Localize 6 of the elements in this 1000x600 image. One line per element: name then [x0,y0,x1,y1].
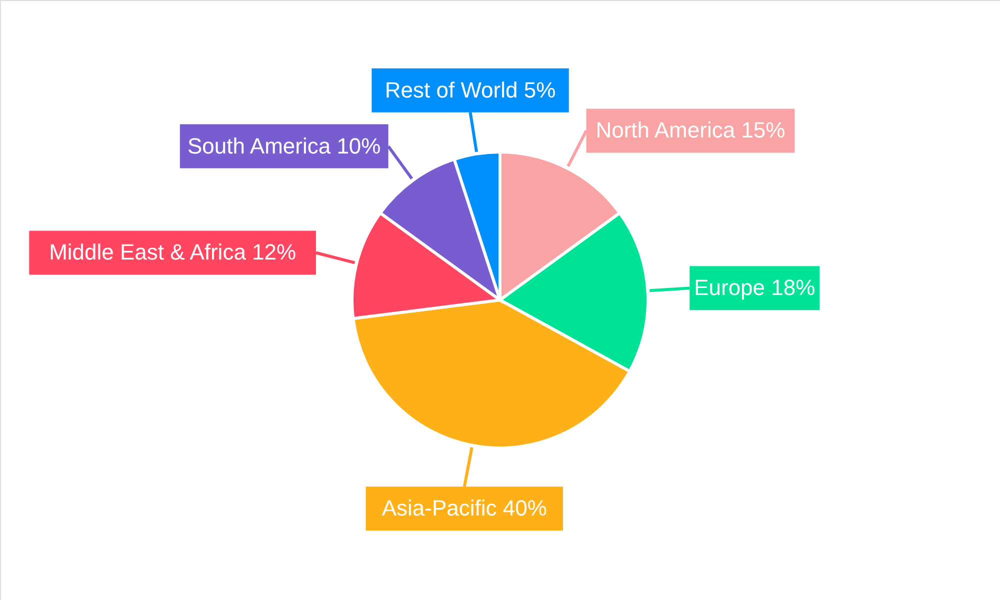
slice-label: South America 10% [188,133,381,158]
slice-label: North America 15% [596,118,786,143]
slice-label: Rest of World 5% [384,77,556,102]
slice-label: Europe 18% [694,275,816,300]
slice-label: Asia-Pacific 40% [382,496,547,521]
slice-label: Middle East & Africa 12% [49,240,296,265]
